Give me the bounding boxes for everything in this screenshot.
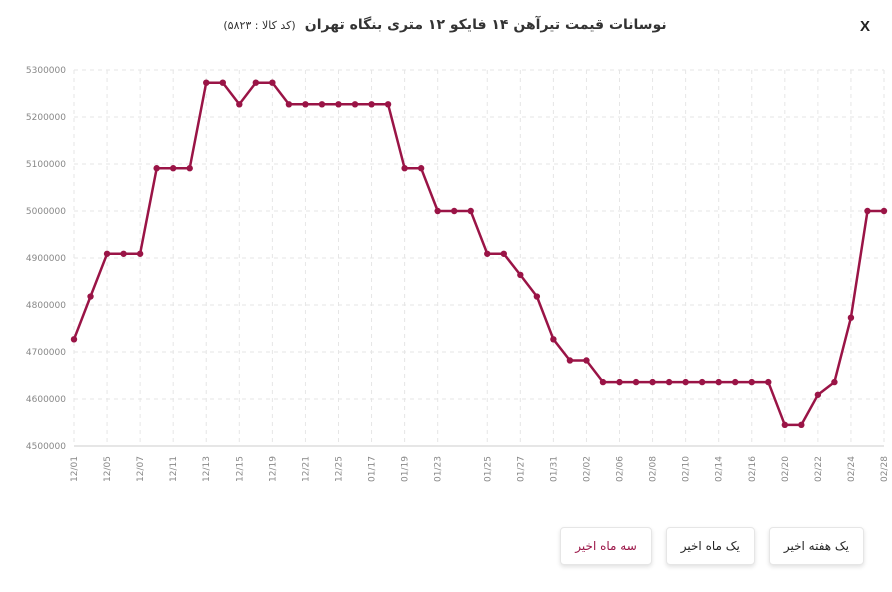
data-point — [748, 378, 755, 386]
data-point — [335, 101, 342, 108]
data-point — [318, 101, 326, 108]
y-tick-label: 5300000 — [26, 66, 66, 76]
data-point — [186, 165, 193, 172]
data-point — [864, 207, 871, 215]
x-tick-label: 01/25 — [483, 456, 493, 482]
data-point — [451, 207, 458, 215]
x-tick-label: 02/24 — [847, 456, 857, 482]
y-tick-label: 5200000 — [26, 113, 66, 123]
data-point — [533, 293, 541, 300]
y-tick-label: 4700000 — [26, 348, 66, 358]
data-point — [517, 271, 524, 279]
x-tick-label: 02/02 — [582, 456, 592, 482]
data-point — [87, 293, 94, 300]
data-point — [236, 101, 243, 108]
x-tick-label: 12/13 — [202, 456, 212, 482]
y-tick-label: 5000000 — [26, 207, 66, 217]
data-point — [665, 378, 673, 386]
x-tick-label: 12/21 — [301, 456, 311, 482]
last-week-button[interactable]: یک هفته اخیر — [768, 527, 864, 565]
x-tick-label: 02/22 — [814, 456, 824, 482]
data-point — [831, 378, 838, 386]
x-tick-label: 02/16 — [748, 456, 758, 482]
price-series-line — [72, 81, 884, 427]
x-tick-label: 02/10 — [682, 456, 692, 482]
y-tick-label: 4800000 — [26, 301, 66, 311]
data-point — [682, 378, 689, 386]
data-point — [467, 207, 474, 215]
data-point — [417, 165, 425, 172]
x-tick-label: 12/15 — [235, 456, 245, 482]
y-tick-label: 4600000 — [26, 395, 66, 405]
data-point — [368, 101, 375, 108]
data-point — [70, 336, 78, 343]
x-tick-label: 02/08 — [649, 456, 659, 482]
x-tick-label: 02/06 — [616, 456, 626, 482]
range-button-group: یک هفته اخیر یک ماه اخیر سه ماه اخیر — [560, 527, 864, 565]
x-tick-label: 01/23 — [434, 456, 444, 482]
y-tick-label: 4900000 — [26, 254, 66, 264]
data-point — [434, 207, 441, 215]
data-point — [500, 250, 507, 257]
x-tick-label: 01/27 — [516, 456, 526, 482]
data-point — [715, 378, 722, 386]
x-tick-label: 12/07 — [136, 456, 146, 482]
x-tick-label: 12/05 — [103, 456, 113, 482]
y-tick-label: 4500000 — [26, 442, 66, 452]
data-point — [847, 314, 855, 321]
data-point — [732, 378, 739, 386]
x-tick-label: 12/25 — [334, 456, 344, 482]
data-point — [814, 391, 822, 398]
data-point — [880, 207, 888, 215]
data-point — [136, 250, 144, 257]
x-tick-label: 02/28 — [880, 456, 890, 482]
last-three-months-button[interactable]: سه ماه اخیر — [560, 527, 652, 565]
data-point — [798, 421, 805, 429]
price-line-chart: 4500000 4600000 4700000 4800000 4900000 50000… — [26, 66, 890, 482]
data-point — [120, 250, 127, 257]
x-tick-label: 12/11 — [169, 456, 179, 482]
data-point — [616, 378, 623, 386]
data-point — [153, 165, 160, 172]
data-point — [583, 357, 590, 364]
data-point — [484, 250, 491, 257]
chart-title: نوسانات قیمت تیرآهن ۱۴ فایکو ۱۲ متری بنگ… — [200, 14, 690, 33]
data-point — [219, 79, 226, 86]
x-tick-label: 12/19 — [268, 456, 278, 482]
data-point — [351, 101, 359, 108]
data-point — [169, 165, 177, 172]
data-point — [252, 79, 260, 86]
data-point — [550, 336, 557, 343]
data-point — [632, 378, 640, 386]
data-point — [384, 101, 392, 108]
data-point — [203, 79, 210, 86]
data-point — [103, 250, 111, 257]
x-tick-label: 12/01 — [70, 456, 80, 482]
x-tick-label: 01/31 — [549, 456, 559, 482]
data-point — [566, 357, 574, 364]
last-month-button[interactable]: یک ماه اخیر — [665, 527, 755, 565]
close-button[interactable]: X — [859, 18, 870, 35]
data-point — [599, 378, 607, 386]
data-point — [649, 378, 656, 386]
data-point — [765, 378, 772, 386]
y-tick-label: 5100000 — [26, 160, 66, 170]
x-tick-label: 02/14 — [715, 456, 725, 482]
data-point — [401, 165, 408, 172]
data-point — [302, 101, 309, 108]
data-point — [698, 378, 706, 386]
x-tick-label: 02/20 — [781, 456, 791, 482]
product-code: (کد کالا : ۵۸۲۳) — [223, 19, 296, 32]
x-tick-label: 01/19 — [401, 456, 411, 482]
chart-title-text: نوسانات قیمت تیرآهن ۱۴ فایکو ۱۲ متری بنگ… — [304, 17, 667, 33]
data-point — [285, 101, 293, 108]
data-point — [269, 79, 276, 86]
data-point — [781, 421, 789, 429]
x-tick-label: 01/17 — [368, 456, 378, 482]
